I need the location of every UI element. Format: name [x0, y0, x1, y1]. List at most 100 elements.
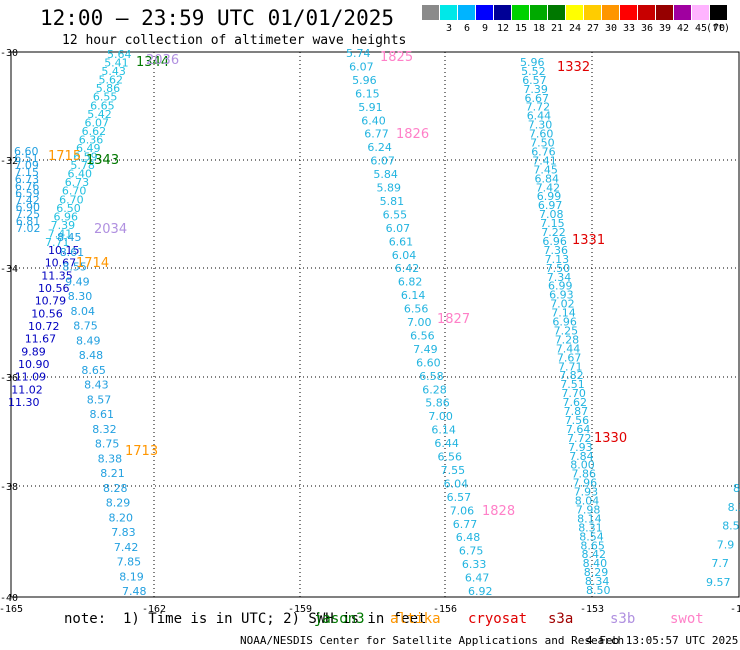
wave-height-value: 6.44 [434, 437, 459, 450]
wave-height-value: 6.75 [459, 545, 484, 558]
wave-height-value: 8.34 [585, 575, 610, 588]
legend-label: 18 [532, 23, 546, 34]
wave-height-value: 6.04 [392, 249, 417, 262]
wave-height-value: 8.5 [722, 520, 740, 533]
legend-swatch [422, 5, 439, 20]
legend-label: 42 [676, 23, 690, 34]
pass-id-label: 1825 [380, 50, 413, 65]
wave-height-value: 6.77 [453, 518, 478, 531]
wave-height-value: 6.48 [456, 531, 481, 544]
wave-height-value: 7.39 [51, 219, 76, 232]
wave-height-value: 7.14 [551, 307, 576, 320]
wave-height-value: 8.00 [570, 459, 595, 472]
longitude-tick-label: -156 [433, 604, 457, 615]
wave-height-value: 8.55 [62, 261, 87, 274]
wave-height-value: 7.42 [536, 181, 561, 194]
wave-height-value: 6.62 [82, 125, 107, 138]
wave-height-value: 8.75 [95, 438, 120, 451]
wave-height-value: 8.3 [728, 501, 740, 514]
wave-height-value: 8.48 [79, 349, 104, 362]
wave-height-value: 7.25 [16, 208, 40, 221]
wave-height-value: 6.28 [422, 383, 447, 396]
wave-height-value: 8.19 [119, 570, 144, 583]
wave-height-value: 8.42 [582, 548, 607, 561]
legend-swatch [458, 5, 475, 20]
wave-height-value: 5.86 [96, 82, 121, 95]
wave-height-value: 6.60 [416, 356, 441, 369]
satellite-label: s3b [610, 611, 636, 627]
wave-height-value: 6.70 [59, 193, 84, 206]
wave-height-value: 8.29 [106, 497, 131, 510]
pass-id-label: 1715 [48, 149, 81, 164]
wave-height-value: 6.58 [419, 370, 444, 383]
wave-height-value: 7.51 [560, 378, 585, 391]
wave-height-value: 8.43 [84, 379, 109, 392]
credit-line: NOAA/NESDIS Center for Satellite Applica… [240, 634, 625, 647]
wave-height-value: 6.56 [404, 303, 429, 316]
wave-height-value: 8.40 [583, 557, 608, 570]
pass-id-label: 2036 [146, 53, 179, 68]
wave-height-value: 7.64 [566, 423, 591, 436]
satellite-label: cryosat [468, 611, 528, 627]
wave-height-value: 7.08 [539, 208, 564, 221]
wave-height-value: 6.59 [15, 187, 39, 200]
legend-label: 45 [694, 23, 708, 34]
wave-height-value: 6.51 [14, 152, 39, 165]
wave-height-value: 8.20 [109, 511, 134, 524]
wave-height-value: 8.75 [73, 320, 98, 333]
wave-height-value: 6.65 [90, 99, 115, 112]
pass-id-label: 1330 [594, 431, 627, 446]
wave-height-value: 9.57 [706, 576, 731, 589]
wave-height-value: 5.52 [521, 65, 546, 78]
wave-height-value: 7.02 [550, 298, 575, 311]
wave-height-value: 11.02 [11, 383, 43, 396]
wave-height-value: 7.02 [16, 222, 41, 235]
latitude-tick-label: -40 [0, 593, 18, 604]
wave-height-value: 6.82 [398, 276, 423, 289]
wave-height-value: 10.15 [48, 244, 80, 257]
legend-label: 12 [496, 23, 510, 34]
wave-height-value: 6.99 [548, 280, 573, 293]
wave-height-value: 8.61 [60, 246, 84, 259]
wave-height-value: 6.73 [15, 173, 40, 186]
wave-height-value: 8.30 [68, 290, 93, 303]
legend-label: 3 [445, 23, 453, 34]
wave-height-value: 6.59 [73, 151, 98, 164]
legend-label: 39 [658, 23, 672, 34]
page-subtitle: 12 hour collection of altimeter wave hei… [62, 33, 407, 48]
wave-height-value: 7.60 [529, 128, 554, 141]
legend-swatch [638, 5, 655, 20]
pass-id-label: 1826 [396, 127, 429, 142]
wave-height-value: 6.55 [93, 91, 118, 104]
legend-label: 33 [622, 23, 636, 34]
pass-id-label: 1828 [482, 504, 515, 519]
wave-height-value: 8.14 [577, 512, 602, 525]
legend-swatch [494, 5, 511, 20]
wave-height-value: 6.33 [462, 558, 487, 571]
pass-id-label: 1344 [136, 55, 169, 70]
wave-height-value: 7.98 [576, 504, 601, 517]
legend-swatch [674, 5, 691, 20]
wave-height-value: 6.04 [444, 477, 469, 490]
wave-height-value: 6.57 [447, 491, 472, 504]
footer-note: note: 1) Time is in UTC; 2) SWH is in fe… [64, 611, 427, 627]
wave-height-value: 6.93 [549, 289, 574, 302]
legend-swatch [584, 5, 601, 20]
wave-height-value: 7.28 [555, 333, 580, 346]
wave-height-value: 8.21 [100, 467, 125, 480]
wave-height-value: 7.34 [547, 271, 572, 284]
wave-height-value: 7.36 [544, 244, 569, 257]
wave-height-value: 7.86 [572, 468, 597, 481]
generation-timestamp: 4 Feb 13:05:57 UTC 2025 [586, 634, 739, 647]
legend-swatch [512, 5, 529, 20]
satellite-label: altika [390, 611, 441, 627]
wave-height-value: 8.31 [578, 521, 603, 534]
page-title: 12:00 — 23:59 UTC 01/01/2025 [40, 6, 395, 30]
wave-height-value: 6.56 [410, 329, 435, 342]
wave-height-value: 6.56 [438, 451, 463, 464]
wave-height-value: 7.06 [450, 504, 475, 517]
legend-swatch [710, 5, 727, 20]
wave-height-value: 8.61 [90, 408, 115, 421]
wave-height-value: 6.67 [525, 92, 550, 105]
